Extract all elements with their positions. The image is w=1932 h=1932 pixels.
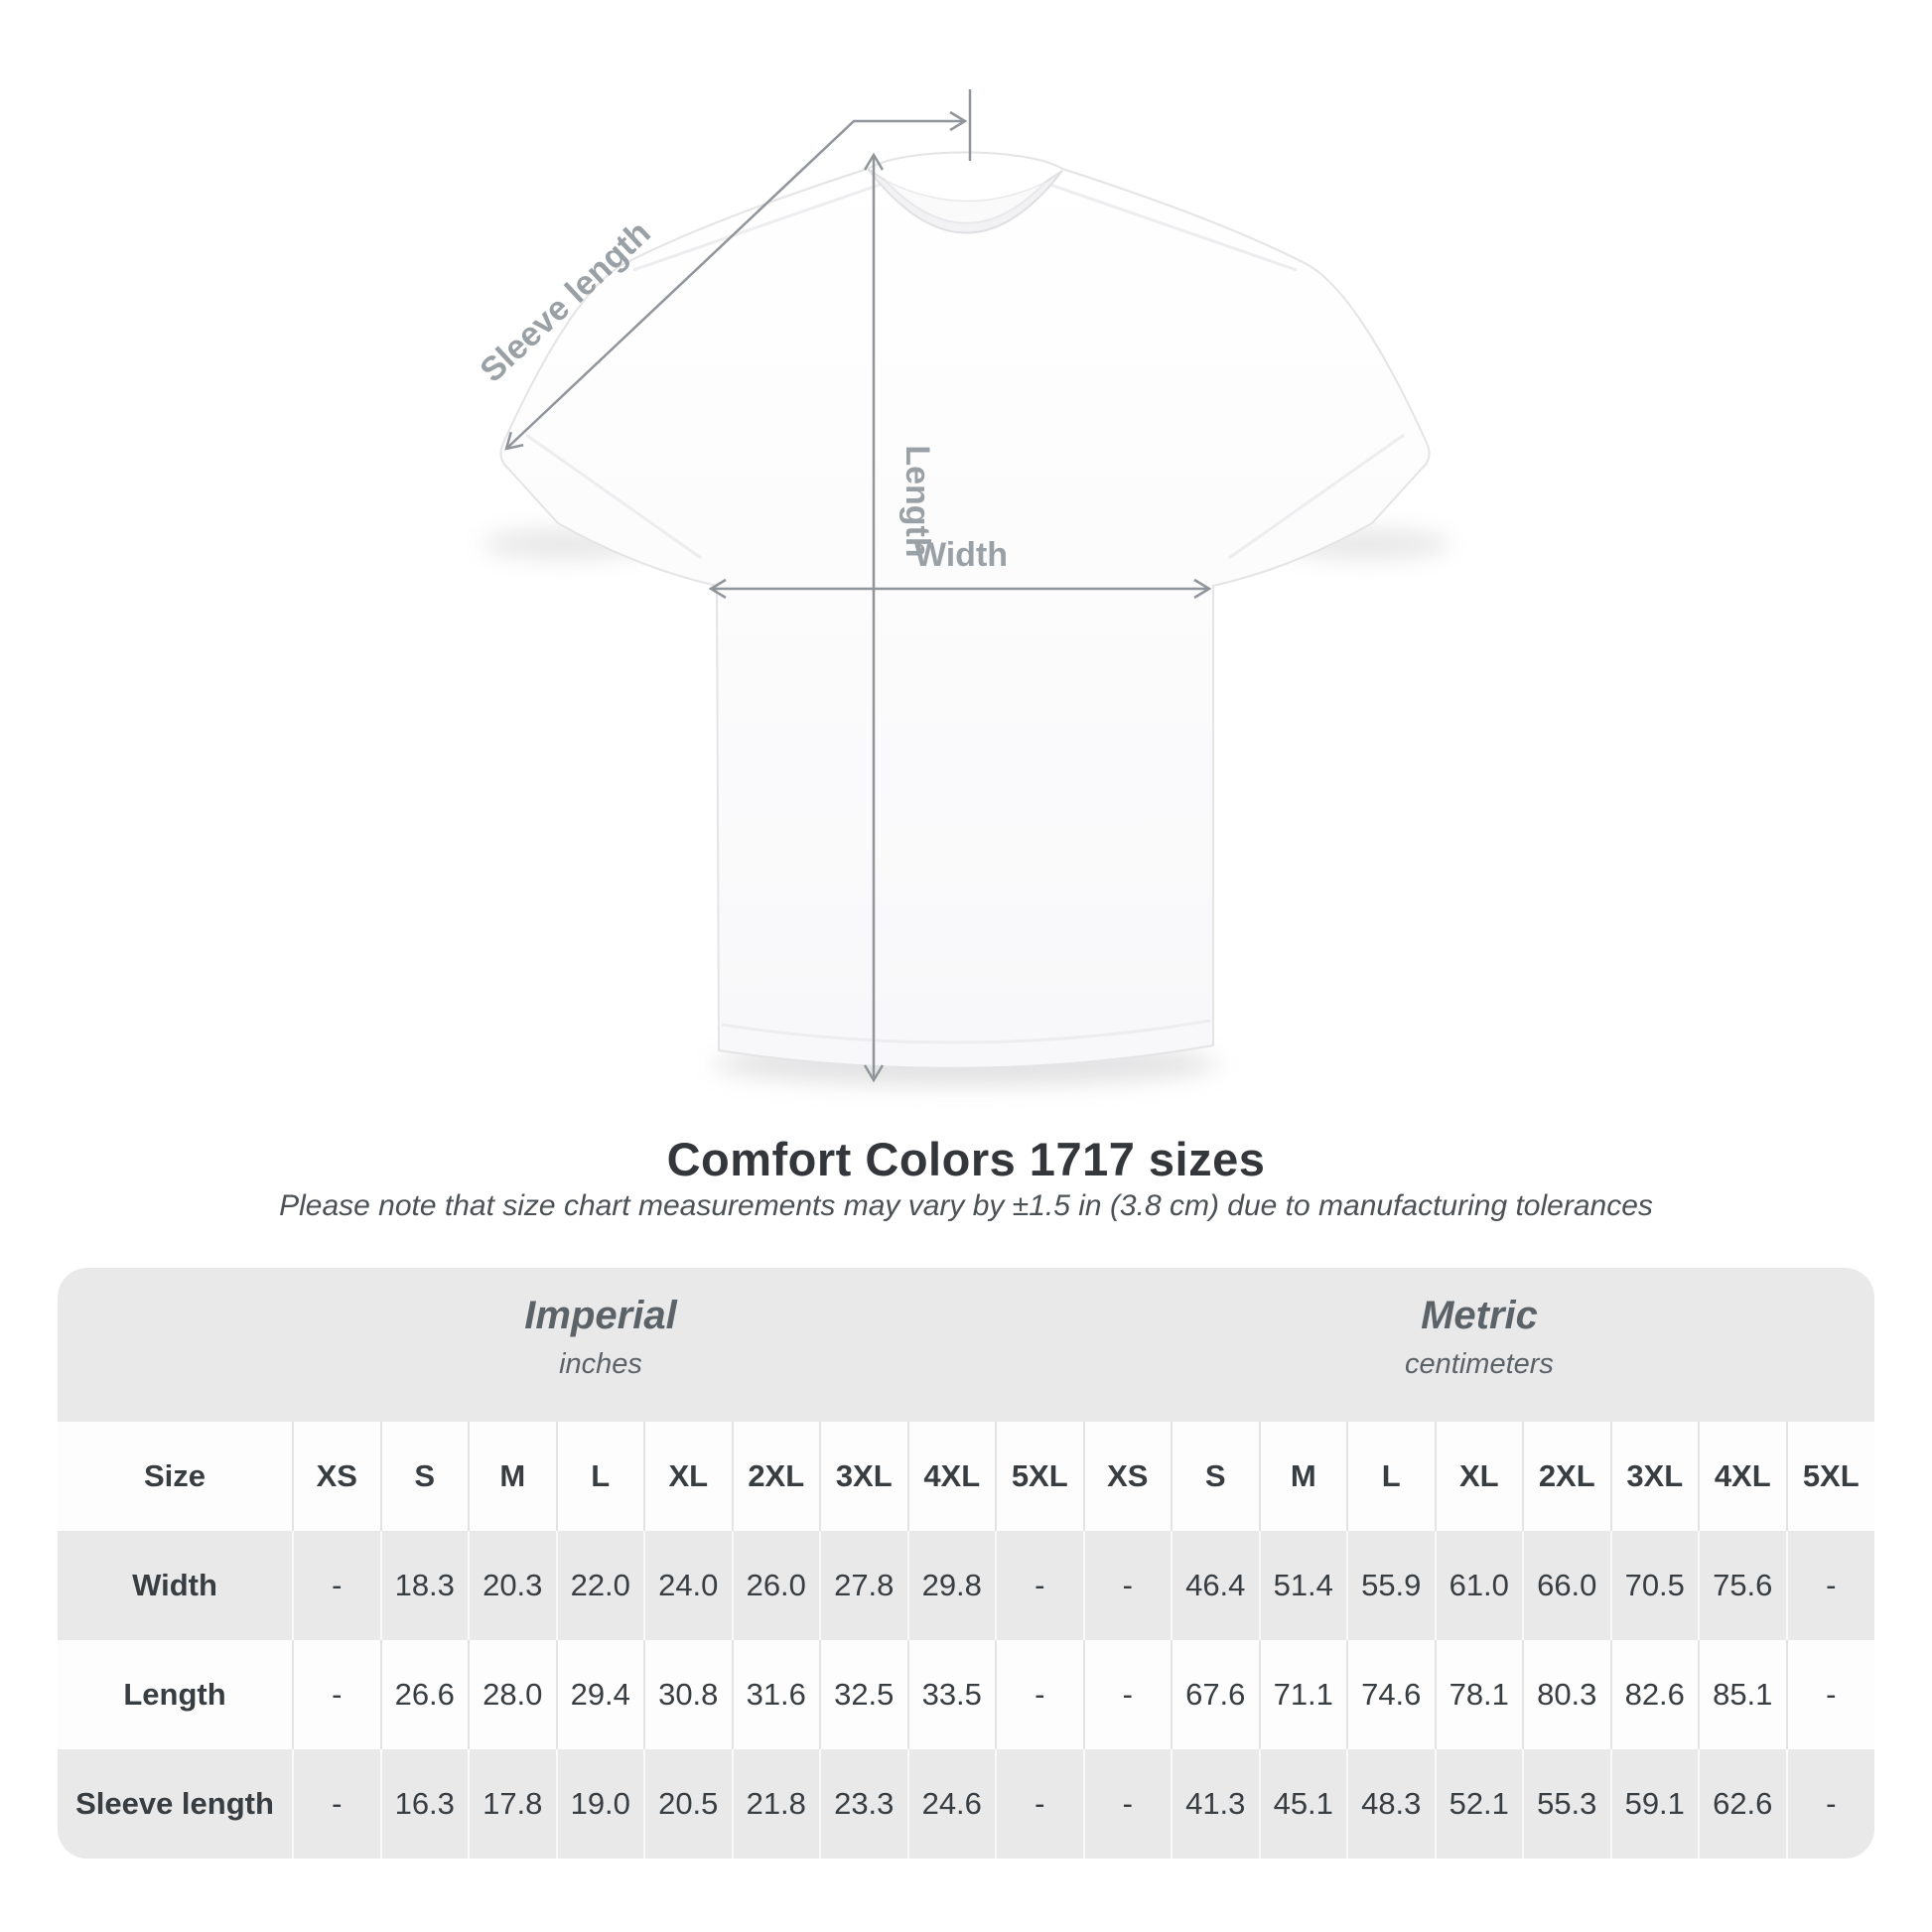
value-cell: 23.3 [819, 1749, 908, 1859]
value-cell: 30.8 [643, 1640, 733, 1749]
row-label: Length [123, 1677, 226, 1712]
size-header: 4XL [1698, 1422, 1787, 1531]
metric-unit: centimeters [1405, 1348, 1554, 1380]
size-header: XL [643, 1422, 733, 1531]
size-header: 2XL [731, 1422, 820, 1531]
size-header: 2XL [1522, 1422, 1611, 1531]
size-header: L [1346, 1422, 1436, 1531]
metric-section-header: Metric centimeters [1084, 1268, 1874, 1422]
size-header: XS [292, 1422, 381, 1531]
value-cell: 48.3 [1346, 1749, 1436, 1859]
value-cell: 21.8 [731, 1749, 820, 1859]
value-cell: 52.1 [1434, 1749, 1523, 1859]
value-cell: - [292, 1749, 381, 1859]
value-cell: 74.6 [1346, 1640, 1436, 1749]
value-cell: 33.5 [906, 1640, 996, 1749]
value-cell: 80.3 [1522, 1640, 1611, 1749]
size-header: 3XL [1609, 1422, 1699, 1531]
imperial-section-header: Imperial inches [58, 1268, 1084, 1422]
size-header: M [468, 1422, 557, 1531]
value-cell: 32.5 [819, 1640, 908, 1749]
value-cell: 71.1 [1258, 1640, 1347, 1749]
value-cell: 27.8 [819, 1531, 908, 1640]
value-cell: 59.1 [1609, 1749, 1699, 1859]
value-cell: 28.0 [468, 1640, 557, 1749]
value-cell: - [1082, 1749, 1172, 1859]
tshirt-measurement-diagram: Sleeve length Length Width [473, 89, 1450, 1086]
measurement-lines [504, 89, 1212, 1083]
size-header: L [555, 1422, 644, 1531]
value-cell: 78.1 [1434, 1640, 1523, 1749]
value-cell: - [995, 1749, 1084, 1859]
value-cell: - [1785, 1749, 1874, 1859]
size-header: S [1171, 1422, 1260, 1531]
unit-section-headers: Imperial inches Metric centimeters [58, 1268, 1874, 1422]
length-row: Length - 26.6 28.0 29.4 30.8 31.6 32.5 3… [58, 1640, 1874, 1749]
value-cell: 66.0 [1522, 1531, 1611, 1640]
value-cell: 85.1 [1698, 1640, 1787, 1749]
value-cell: - [292, 1531, 381, 1640]
value-cell: 41.3 [1171, 1749, 1260, 1859]
value-cell: 29.4 [555, 1640, 644, 1749]
value-cell: - [1785, 1531, 1874, 1640]
value-cell: 67.6 [1171, 1640, 1260, 1749]
tshirt-illustration [499, 151, 1431, 1069]
value-cell: 18.3 [379, 1531, 469, 1640]
value-cell: 17.8 [468, 1749, 557, 1859]
value-cell: 19.0 [555, 1749, 644, 1859]
value-cell: 22.0 [555, 1531, 644, 1640]
value-cell: 26.6 [379, 1640, 469, 1749]
value-cell: 55.9 [1346, 1531, 1436, 1640]
imperial-title: Imperial [524, 1294, 677, 1337]
size-header: 5XL [1785, 1422, 1874, 1531]
value-cell: 82.6 [1609, 1640, 1699, 1749]
value-cell: 46.4 [1171, 1531, 1260, 1640]
imperial-unit: inches [559, 1348, 642, 1380]
value-cell: 75.6 [1698, 1531, 1787, 1640]
size-header: 5XL [995, 1422, 1084, 1531]
value-cell: - [1785, 1640, 1874, 1749]
value-cell: 16.3 [379, 1749, 469, 1859]
value-cell: 70.5 [1609, 1531, 1699, 1640]
value-cell: 61.0 [1434, 1531, 1523, 1640]
value-cell: 31.6 [731, 1640, 820, 1749]
value-cell: 20.3 [468, 1531, 557, 1640]
value-cell: - [1082, 1531, 1172, 1640]
width-label: Width [914, 536, 1008, 574]
size-header: S [379, 1422, 469, 1531]
value-cell: - [292, 1640, 381, 1749]
row-label: Sleeve length [75, 1786, 274, 1821]
size-header: XS [1082, 1422, 1172, 1531]
page-title: Comfort Colors 1717 sizes [666, 1133, 1266, 1185]
value-cell: 24.0 [643, 1531, 733, 1640]
size-col-header: Size [143, 1458, 207, 1493]
value-cell: - [995, 1531, 1084, 1640]
sleeve-length-row: Sleeve length - 16.3 17.8 19.0 20.5 21.8… [58, 1749, 1874, 1859]
size-header: XL [1434, 1422, 1523, 1531]
size-header: 4XL [906, 1422, 996, 1531]
sleeve-length-arrow [504, 110, 968, 451]
value-cell: 24.6 [906, 1749, 996, 1859]
value-cell: 51.4 [1258, 1531, 1347, 1640]
value-cell: 20.5 [643, 1749, 733, 1859]
value-cell: 29.8 [906, 1531, 996, 1640]
size-chart-card: Imperial inches Metric centimeters Size … [58, 1268, 1874, 1859]
value-cell: - [995, 1640, 1084, 1749]
length-label: Length [898, 445, 936, 557]
size-header: M [1258, 1422, 1347, 1531]
row-label: Width [132, 1568, 217, 1602]
size-header-row: Size XS S M L XL 2XL 3XL 4XL 5XL XS S M … [58, 1422, 1874, 1531]
value-cell: 62.6 [1698, 1749, 1787, 1859]
value-cell: 55.3 [1522, 1749, 1611, 1859]
tolerance-note: Please note that size chart measurements… [279, 1189, 1653, 1222]
value-cell: 26.0 [731, 1531, 820, 1640]
width-row: Width - 18.3 20.3 22.0 24.0 26.0 27.8 29… [58, 1531, 1874, 1640]
value-cell: - [1082, 1640, 1172, 1749]
metric-title: Metric [1421, 1294, 1538, 1337]
size-table: Size XS S M L XL 2XL 3XL 4XL 5XL XS S M … [58, 1422, 1874, 1859]
size-header: 3XL [819, 1422, 908, 1531]
value-cell: 45.1 [1258, 1749, 1347, 1859]
